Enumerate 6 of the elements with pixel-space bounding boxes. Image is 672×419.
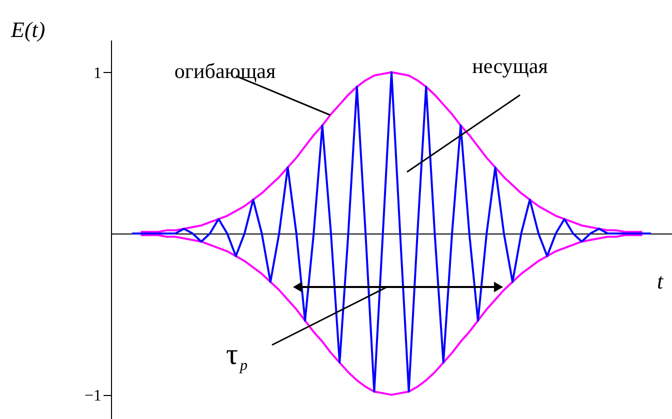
annotation: несущая — [472, 54, 548, 78]
y-axis-title: E(t) — [10, 17, 46, 42]
annotation: огибающая — [174, 59, 276, 83]
x-axis-title: t — [656, 268, 664, 294]
y-tick-label: −1 — [84, 387, 102, 404]
y-tick-label: 1 — [94, 64, 102, 82]
